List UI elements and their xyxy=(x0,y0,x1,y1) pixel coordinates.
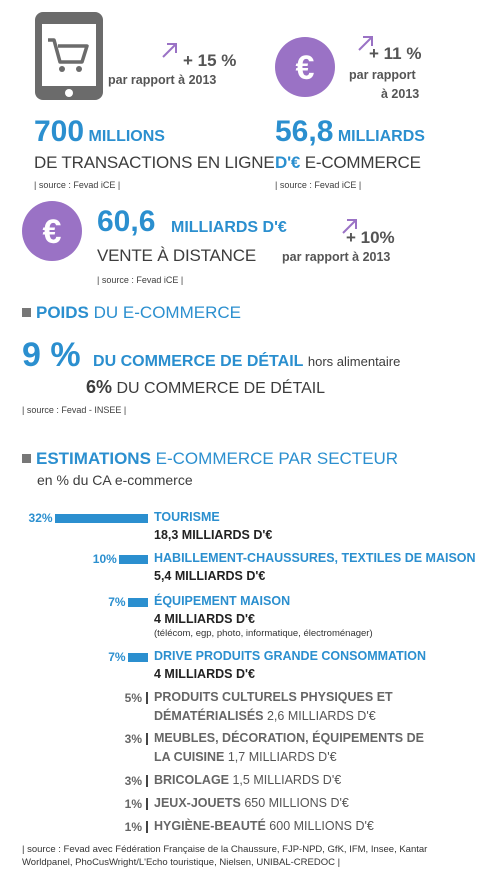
estimations-title: ESTIMATIONS E-COMMERCE PAR SECTEUR xyxy=(22,449,398,469)
euro-icon: € xyxy=(22,201,82,266)
category-label: ÉQUIPEMENT MAISON xyxy=(154,594,291,608)
tablet-cart-icon xyxy=(33,10,105,102)
axis-tick xyxy=(146,775,148,787)
category-amount: 1,7 MILLIARDS D'€ xyxy=(227,750,337,764)
growth-arrow-icon xyxy=(340,216,360,241)
euro-icon: € xyxy=(275,37,335,102)
growth-arrow-icon xyxy=(356,33,376,58)
vad-value: 60,6 xyxy=(97,205,156,238)
category-amount: 4 MILLIARDS D'€ xyxy=(154,612,255,626)
category-label: DÉMATÉRIALISÉS 2,6 MILLIARDS D'€ xyxy=(154,709,376,723)
category-amount: 4 MILLIARDS D'€ xyxy=(154,667,255,681)
category-label: BRICOLAGE 1,5 MILLIARDS D'€ xyxy=(154,773,342,787)
section-bullet-icon xyxy=(22,308,31,317)
poids-source: | source : Fevad - INSEE | xyxy=(22,405,127,415)
category-amount: 650 MILLIONS D'€ xyxy=(244,796,349,810)
axis-tick xyxy=(146,733,148,745)
poids-title: POIDS DU E-COMMERCE xyxy=(22,303,241,323)
bar xyxy=(127,598,148,607)
growth-ref-vad: par rapport à 2013 xyxy=(282,250,391,264)
ecommerce-value: 56,8 MILLIARDS xyxy=(275,115,425,148)
bar-value-label: 32% xyxy=(28,511,53,525)
estimations-subtitle: en % du CA e-commerce xyxy=(37,472,193,488)
axis-tick xyxy=(146,692,148,704)
bar xyxy=(118,555,148,564)
growth-ref-ecommerce-2: à 2013 xyxy=(381,87,420,101)
transactions-desc: DE TRANSACTIONS EN LIGNE xyxy=(34,153,275,172)
bar xyxy=(127,653,148,662)
bar-value-label: 3% xyxy=(124,732,142,746)
bar-value-label: 7% xyxy=(108,650,126,664)
ecommerce-source: | source : Fevad iCE | xyxy=(275,180,362,190)
bar xyxy=(54,514,148,523)
ecommerce-desc: D'€ E-COMMERCE xyxy=(275,153,421,172)
svg-text:€: € xyxy=(296,49,315,87)
category-label: TOURISME xyxy=(154,510,220,524)
category-label: PRODUITS CULTURELS PHYSIQUES ET xyxy=(154,690,393,704)
bar-value-label: 1% xyxy=(124,797,142,811)
bar-value-label: 1% xyxy=(124,820,142,834)
category-label: DRIVE PRODUITS GRANDE CONSOMMATION xyxy=(154,649,426,663)
category-label: MEUBLES, DÉCORATION, ÉQUIPEMENTS DE xyxy=(154,731,424,745)
section-bullet-icon xyxy=(22,454,31,463)
category-label: JEUX-JOUETS 650 MILLIONS D'€ xyxy=(154,796,349,810)
growth-arrow-icon xyxy=(160,40,180,65)
transactions-value: 700 MILLIONS xyxy=(34,115,165,148)
growth-ref-ecommerce-1: par rapport xyxy=(349,68,416,82)
poids-line-2: 6% DU COMMERCE DE DÉTAIL xyxy=(86,377,326,397)
bar-value-label: 3% xyxy=(124,774,142,788)
category-note: (télécom, egp, photo, informatique, élec… xyxy=(154,628,373,639)
transactions-source: | source : Fevad iCE | xyxy=(34,180,121,190)
category-label: HABILLEMENT-CHAUSSURES, TEXTILES DE MAIS… xyxy=(154,551,476,565)
category-amount: 5,4 MILLIARDS D'€ xyxy=(154,569,266,583)
category-amount: 600 MILLIONS D'€ xyxy=(269,819,374,833)
growth-transactions: + 15 % xyxy=(183,51,237,70)
axis-tick xyxy=(146,798,148,810)
svg-text:€: € xyxy=(43,213,62,251)
vad-desc: VENTE À DISTANCE xyxy=(97,246,256,265)
growth-ecommerce: + 11 % xyxy=(369,44,422,63)
category-amount: 2,6 MILLIARDS D'€ xyxy=(266,709,376,723)
growth-ref-transactions: par rapport à 2013 xyxy=(108,73,217,87)
bar-value-label: 5% xyxy=(124,691,142,705)
poids-line-1: 9 % DU COMMERCE DE DÉTAIL hors alimentai… xyxy=(22,336,401,374)
axis-tick xyxy=(146,821,148,833)
bar-value-label: 10% xyxy=(92,552,117,566)
vad-unit: MILLIARDS D'€ xyxy=(171,219,287,236)
category-amount: 1,5 MILLIARDS D'€ xyxy=(232,773,342,787)
category-label: LA CUISINE 1,7 MILLIARDS D'€ xyxy=(154,750,337,764)
category-label: HYGIÈNE-BEAUTÉ 600 MILLIONS D'€ xyxy=(154,819,374,833)
bar-value-label: 7% xyxy=(108,595,126,609)
vad-source: | source : Fevad iCE | xyxy=(97,275,184,285)
growth-vad: + 10% xyxy=(346,228,395,247)
category-amount: 18,3 MILLIARDS D'€ xyxy=(154,528,273,542)
footer-source: | source : Fevad avec Fédération Françai… xyxy=(22,844,428,868)
